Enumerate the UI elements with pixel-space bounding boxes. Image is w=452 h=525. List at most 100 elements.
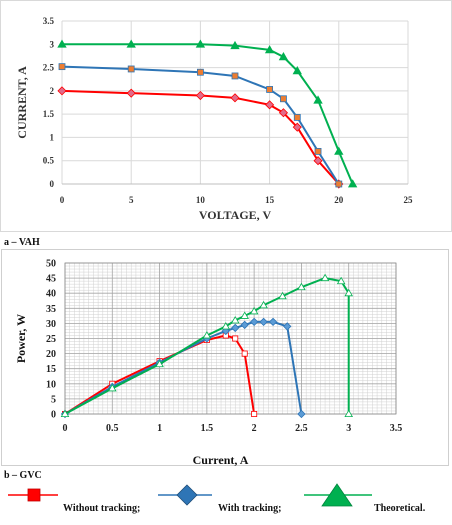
- y-axis-title: Power, W: [14, 314, 28, 363]
- data-point: [57, 39, 67, 48]
- x-tick-label: 0.5: [106, 423, 119, 434]
- x-tick-label: 0: [63, 423, 68, 434]
- data-point: [107, 383, 117, 392]
- data-point: [292, 66, 302, 75]
- y-tick-label: 0.5: [43, 156, 55, 166]
- y-tick-label: 0: [50, 179, 55, 189]
- data-point: [335, 180, 343, 188]
- data-point: [278, 291, 287, 300]
- y-tick-label: 10: [46, 379, 56, 390]
- data-point: [232, 335, 239, 342]
- data-point: [259, 317, 268, 327]
- data-point: [297, 409, 306, 419]
- legend-marker-diamond: [176, 484, 198, 506]
- data-point: [60, 409, 70, 419]
- x-tick-label: 3.5: [390, 423, 403, 434]
- data-point: [196, 68, 204, 76]
- legend-marker-triangle: [321, 483, 353, 507]
- x-tick-label: 1.5: [201, 423, 214, 434]
- data-point: [62, 410, 69, 417]
- data-point: [230, 40, 240, 50]
- x-tick-label: 5: [129, 195, 134, 205]
- data-point: [203, 337, 210, 344]
- data-point: [230, 315, 240, 324]
- x-axis-title: Current, A: [193, 453, 249, 467]
- y-tick-label: 50: [46, 259, 56, 270]
- chart-a-frame: [0, 0, 452, 232]
- data-point: [334, 146, 344, 155]
- data-point: [320, 273, 330, 282]
- legend-label-without-tracking: Without tracking;: [63, 503, 141, 514]
- data-point: [249, 306, 259, 315]
- data-point: [297, 282, 306, 291]
- data-point: [231, 323, 240, 333]
- y-tick-label: 20: [46, 349, 56, 360]
- x-axis-title: VOLTAGE, V: [199, 208, 272, 222]
- data-point: [259, 300, 268, 309]
- y-tick-label: 15: [46, 364, 56, 375]
- y-tick-label: 3: [50, 39, 55, 49]
- x-tick-label: 1: [157, 423, 162, 434]
- data-point: [221, 322, 231, 330]
- x-tick-label: 25: [404, 195, 414, 205]
- legend-label-theoretical: Theoretical.: [374, 503, 426, 514]
- data-point: [221, 326, 230, 336]
- y-tick-label: 1.5: [43, 109, 55, 119]
- y-tick-label: 0: [51, 410, 56, 421]
- data-point: [222, 332, 229, 339]
- y-tick-label: 2.5: [43, 63, 55, 73]
- x-tick-label: 2: [252, 423, 257, 434]
- x-tick-label: 3: [346, 423, 351, 434]
- data-point: [278, 52, 289, 61]
- data-point: [264, 45, 275, 54]
- data-point: [195, 90, 205, 101]
- series-line: [64, 320, 303, 415]
- caption-gvc: b – GVC: [4, 470, 42, 481]
- y-tick-label: 5: [51, 394, 56, 405]
- caption-vah: a – VAH: [4, 237, 40, 248]
- y-tick-label: 35: [46, 304, 56, 315]
- data-point: [126, 39, 136, 48]
- x-tick-label: 2.5: [295, 423, 308, 434]
- series-line: [64, 334, 256, 415]
- data-point: [240, 320, 249, 330]
- data-point: [265, 100, 275, 110]
- data-point: [292, 122, 302, 132]
- chart-b-frame: [1, 249, 449, 466]
- x-tick-label: 0: [60, 195, 65, 205]
- y-tick-label: 25: [46, 334, 56, 345]
- data-point: [155, 358, 164, 367]
- data-point: [108, 382, 117, 391]
- y-tick-label: 2: [50, 86, 55, 96]
- data-point: [58, 63, 66, 71]
- data-point: [249, 317, 259, 327]
- y-tick-label: 45: [46, 274, 56, 285]
- y-tick-label: 3.5: [43, 16, 55, 26]
- data-point: [268, 317, 278, 327]
- series-line: [62, 43, 354, 185]
- plot-area-b: [64, 262, 397, 415]
- data-point: [202, 331, 212, 339]
- data-point: [344, 288, 354, 297]
- x-tick-label: 15: [265, 195, 275, 205]
- data-point: [241, 350, 248, 357]
- data-point: [251, 410, 258, 417]
- data-point: [313, 95, 323, 104]
- data-point: [230, 93, 240, 103]
- data-point: [109, 380, 116, 387]
- data-point: [202, 334, 212, 343]
- data-point: [127, 65, 135, 73]
- data-point: [280, 95, 287, 103]
- data-point: [266, 86, 274, 93]
- legend-label-with-tracking: With tracking;: [218, 503, 282, 514]
- data-point: [283, 322, 292, 331]
- data-point: [314, 147, 322, 155]
- data-point: [293, 114, 301, 121]
- data-point: [347, 179, 358, 188]
- data-point: [240, 311, 249, 319]
- data-point: [231, 72, 239, 80]
- data-point: [126, 88, 136, 98]
- y-tick-label: 40: [46, 289, 56, 300]
- legend-marker-square: [27, 488, 41, 502]
- y-axis-title: CURRENT, A: [15, 66, 29, 139]
